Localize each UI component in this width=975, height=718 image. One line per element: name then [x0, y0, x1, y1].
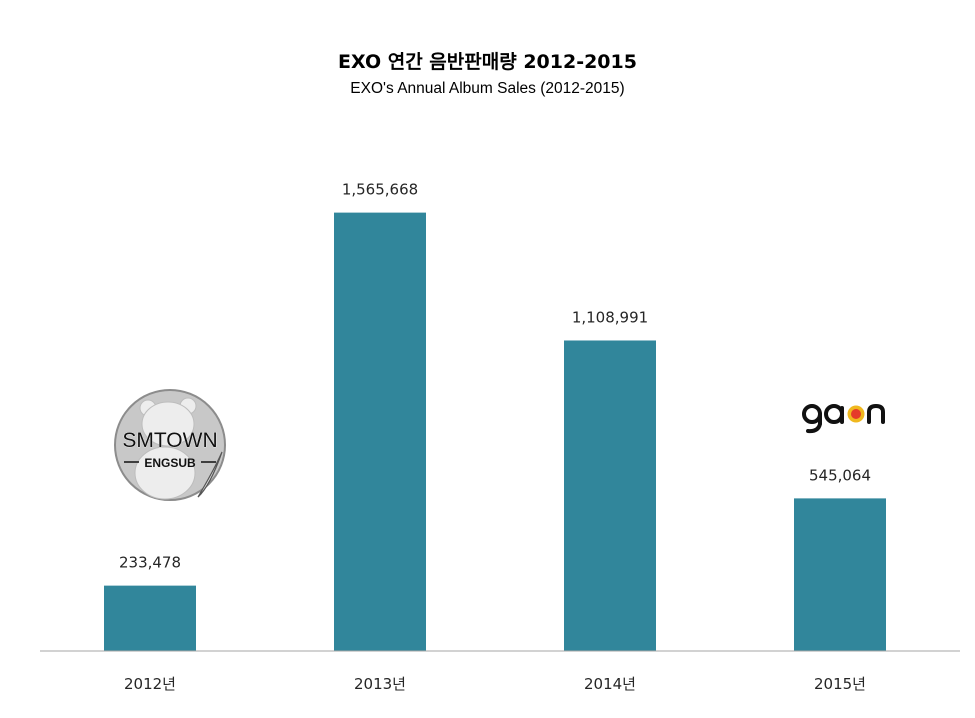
bars-group — [104, 212, 886, 651]
sticker-peel-icon — [197, 451, 223, 498]
x-tick-label-2014년: 2014년 — [584, 675, 636, 693]
x-tick-label-2015년: 2015년 — [814, 675, 866, 693]
engsub-logo-text: ENGSUB — [144, 456, 196, 470]
value-label-2013년: 1,565,668 — [342, 181, 418, 199]
x-tick-label-2013년: 2013년 — [354, 675, 406, 693]
bar-2012년 — [104, 585, 196, 651]
bar-2015년 — [794, 498, 886, 651]
value-label-2015년: 545,064 — [809, 466, 871, 484]
value-labels-group: 233,478 1,565,668 1,108,991 545,064 — [119, 181, 871, 572]
value-label-2014년: 1,108,991 — [572, 308, 648, 326]
x-tick-label-2012년: 2012년 — [124, 675, 176, 693]
bear-sticker-icon — [134, 397, 197, 500]
bar-2014년 — [564, 340, 656, 651]
chart-title: EXO 연간 음반판매량 2012-2015 — [338, 51, 637, 73]
smtown-engsub-logo: SMTOWN ENGSUB — [114, 389, 226, 501]
bar-2013년 — [334, 212, 426, 651]
gaon-logo-icon — [802, 403, 885, 434]
gaon-logo: gaon — [802, 403, 885, 434]
tick-labels-group: 2012년 2013년 2014년 2015년 — [124, 675, 866, 693]
chart-subtitle: EXO's Annual Album Sales (2012-2015) — [350, 80, 625, 97]
value-label-2012년: 233,478 — [119, 554, 181, 572]
smtown-logo-text: SMTOWN — [122, 429, 217, 452]
